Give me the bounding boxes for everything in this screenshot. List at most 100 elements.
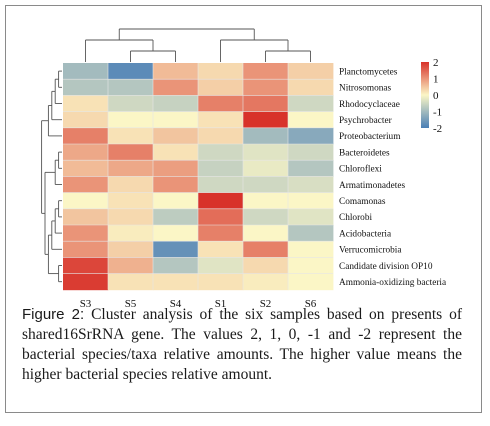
heatmap-cell [153, 257, 199, 274]
heatmap-cell [243, 63, 289, 80]
heatmap-cell [198, 208, 244, 226]
row-label: Acidobacteria [339, 229, 391, 239]
heatmap-cell [63, 95, 109, 112]
heatmap-cell [288, 127, 334, 145]
heatmap-cell [63, 127, 109, 145]
row-label: Bacteroidetes [339, 148, 390, 158]
heatmap-cell [288, 192, 334, 210]
heatmap-cell [288, 63, 334, 80]
heatmap-cell [108, 208, 154, 226]
column-label: S2 [260, 298, 272, 310]
caption-label: Figure 2: [22, 306, 85, 323]
heatmap-cell [108, 95, 154, 112]
figure-caption: Figure 2: Cluster analysis of the six sa… [22, 305, 462, 385]
row-label: Nitrosomonas [339, 84, 392, 94]
heatmap-cell [243, 257, 289, 274]
heatmap-cell [63, 192, 109, 210]
row-label: Verrucomicrobia [339, 246, 401, 256]
row-label: Psychrobacter [339, 116, 393, 126]
heatmap-cell [198, 176, 244, 193]
heatmap-cell [153, 176, 199, 193]
heatmap-cell [153, 95, 199, 112]
heatmap-cell [63, 208, 109, 226]
heatmap-cell [63, 241, 109, 258]
heatmap-cell [243, 208, 289, 226]
heatmap-cell [63, 63, 109, 80]
heatmap-cell [243, 192, 289, 210]
heatmap-cell [243, 273, 289, 291]
heatmap-cell [243, 144, 289, 161]
color-legend-tick: 0 [433, 90, 439, 102]
heatmap-cell [108, 241, 154, 258]
color-legend-tick: 2 [433, 57, 439, 69]
row-label: Armatimonadetes [339, 181, 405, 191]
column-label: S3 [80, 298, 92, 310]
heatmap-cell [153, 144, 199, 161]
heatmap-cell [243, 95, 289, 112]
heatmap-cell [198, 273, 244, 291]
heatmap-cell [108, 192, 154, 210]
heatmap-cell [198, 63, 244, 80]
heatmap-cell [198, 95, 244, 112]
heatmap-cell [198, 160, 244, 177]
heatmap-cell [288, 79, 334, 96]
heatmap-cell [153, 225, 199, 242]
row-label: Planctomycetes [339, 67, 398, 77]
heatmap-cell [198, 241, 244, 258]
heatmap-cell [288, 225, 334, 242]
heatmap-cell [153, 127, 199, 145]
row-label: Chloroflexi [339, 164, 382, 175]
heatmap-cell [108, 160, 154, 177]
heatmap-cell [108, 225, 154, 242]
heatmap-cell [243, 176, 289, 193]
heatmap-cell [288, 95, 334, 112]
heatmap-cell [288, 111, 334, 129]
heatmap-cell [108, 257, 154, 274]
column-label: S1 [215, 298, 227, 310]
row-label: Rhodocyclaceae [339, 100, 400, 110]
color-legend-tick: -2 [433, 123, 442, 135]
heatmap-cell [108, 63, 154, 80]
heatmap-cell [198, 144, 244, 161]
column-label: S6 [305, 298, 317, 310]
heatmap-cell [63, 160, 109, 177]
heatmap-cell [288, 144, 334, 161]
heatmap-cell [63, 144, 109, 161]
row-label: Candidate division OP10 [339, 262, 433, 272]
heatmap-cell [153, 63, 199, 80]
heatmap-cell [108, 79, 154, 96]
heatmap-cell [288, 160, 334, 177]
heatmap-cell [288, 176, 334, 193]
heatmap-cell [108, 127, 154, 145]
row-label: Comamonas [339, 197, 386, 207]
heatmap-cell [153, 208, 199, 226]
heatmap-cell [198, 257, 244, 274]
heatmap-cell [108, 273, 154, 291]
heatmap-cell [288, 208, 334, 226]
row-label: Ammonia-oxidizing bacteria [339, 278, 446, 288]
heatmap-cell [288, 241, 334, 258]
heatmap-cell [63, 176, 109, 193]
column-label: S5 [125, 298, 137, 310]
heatmap-cell [243, 79, 289, 96]
heatmap-cell [108, 111, 154, 129]
heatmap-cell [198, 225, 244, 242]
heatmap-cell [153, 241, 199, 258]
heatmap-cell [63, 273, 109, 291]
heatmap-cell [198, 127, 244, 145]
heatmap-cell [108, 176, 154, 193]
row-label: Chlorobi [339, 213, 372, 223]
column-label: S4 [170, 298, 182, 310]
heatmap-cell [288, 273, 334, 291]
heatmap-cell [243, 241, 289, 258]
color-legend-tick: 1 [433, 74, 439, 86]
heatmap-cell [108, 144, 154, 161]
heatmap-cell [153, 273, 199, 291]
heatmap-cell [153, 79, 199, 96]
heatmap-cell [153, 160, 199, 177]
heatmap-cell [198, 192, 244, 210]
heatmap-cell [153, 111, 199, 129]
heatmap-cell [63, 111, 109, 129]
heatmap-cell [243, 127, 289, 145]
